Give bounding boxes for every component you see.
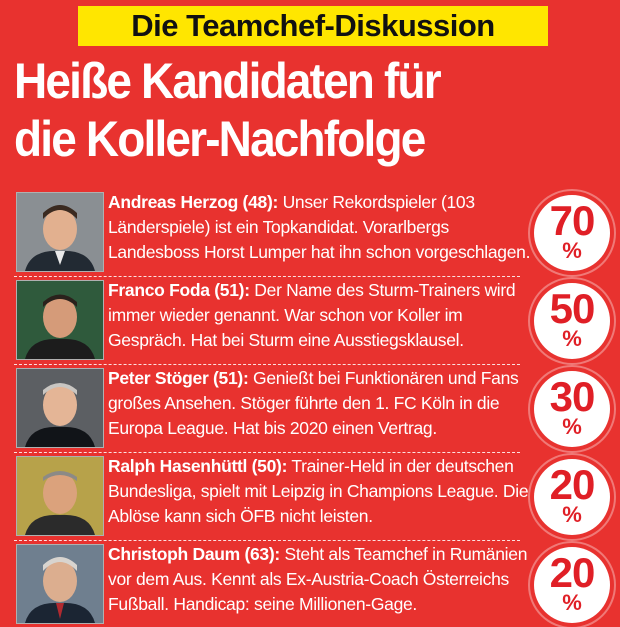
candidate-row: Andreas Herzog (48): Unser Rekordspieler… [14,190,610,277]
percent-badge: 20 % [534,547,610,623]
candidate-text: Christoph Daum (63): Steht als Teamchef … [108,542,538,617]
percent-value: 50 [549,285,596,332]
percent-symbol: % [562,326,582,351]
percent-badge: 20 % [534,459,610,535]
candidate-name: Franco Foda (51): [108,280,250,300]
percent-badge: 30 % [534,371,610,447]
candidate-row: Franco Foda (51): Der Name des Sturm-Tra… [14,278,610,365]
candidate-name: Ralph Hasenhüttl (50): [108,456,288,476]
candidate-description: Der Name des Sturm-Trainers wird immer w… [108,280,516,350]
percent-badge: 70 % [534,195,610,271]
candidate-description: Genießt bei Funktionären und Fans großes… [108,368,519,438]
candidate-photo-foda [16,280,104,360]
candidate-photo-daum [16,544,104,624]
percent-symbol: % [562,238,582,263]
section-kicker: Die Teamchef-Diskussion [78,6,548,46]
percent-value: 70 [549,197,596,244]
candidate-row: Peter Stöger (51): Genießt bei Funktionä… [14,366,610,453]
candidate-photo-hasenhuettl [16,456,104,536]
headline: Heiße Kandidaten für die Koller-Nachfolg… [14,52,566,168]
candidate-text: Peter Stöger (51): Genießt bei Funktionä… [108,366,538,441]
candidate-row: Ralph Hasenhüttl (50): Trainer-Held in d… [14,454,610,541]
headline-line-1: Heiße Kandidaten für [14,53,442,109]
candidate-description: Steht als Teamchef in Rumänien vor dem A… [108,544,528,614]
candidate-description: Unser Rekordspieler (103 Länderspiele) i… [108,192,531,262]
headline-line-2: die Koller-Nachfolge [14,111,426,167]
candidate-name: Peter Stöger (51): [108,368,249,388]
candidate-text: Ralph Hasenhüttl (50): Trainer-Held in d… [108,454,538,529]
percent-symbol: % [562,590,582,615]
percent-badge: 50 % [534,283,610,359]
candidate-name: Christoph Daum (63): [108,544,280,564]
candidate-text: Franco Foda (51): Der Name des Sturm-Tra… [108,278,538,353]
candidate-photo-herzog [16,192,104,272]
candidate-photo-stoeger [16,368,104,448]
candidate-description: Trainer-Held in der deutschen Bundesliga… [108,456,529,526]
percent-symbol: % [562,502,582,527]
candidate-text: Andreas Herzog (48): Unser Rekordspieler… [108,190,538,265]
percent-value: 30 [549,373,596,420]
percent-value: 20 [549,461,596,508]
candidate-name: Andreas Herzog (48): [108,192,279,212]
percent-value: 20 [549,549,596,596]
candidate-row: Christoph Daum (63): Steht als Teamchef … [14,542,610,626]
percent-symbol: % [562,414,582,439]
